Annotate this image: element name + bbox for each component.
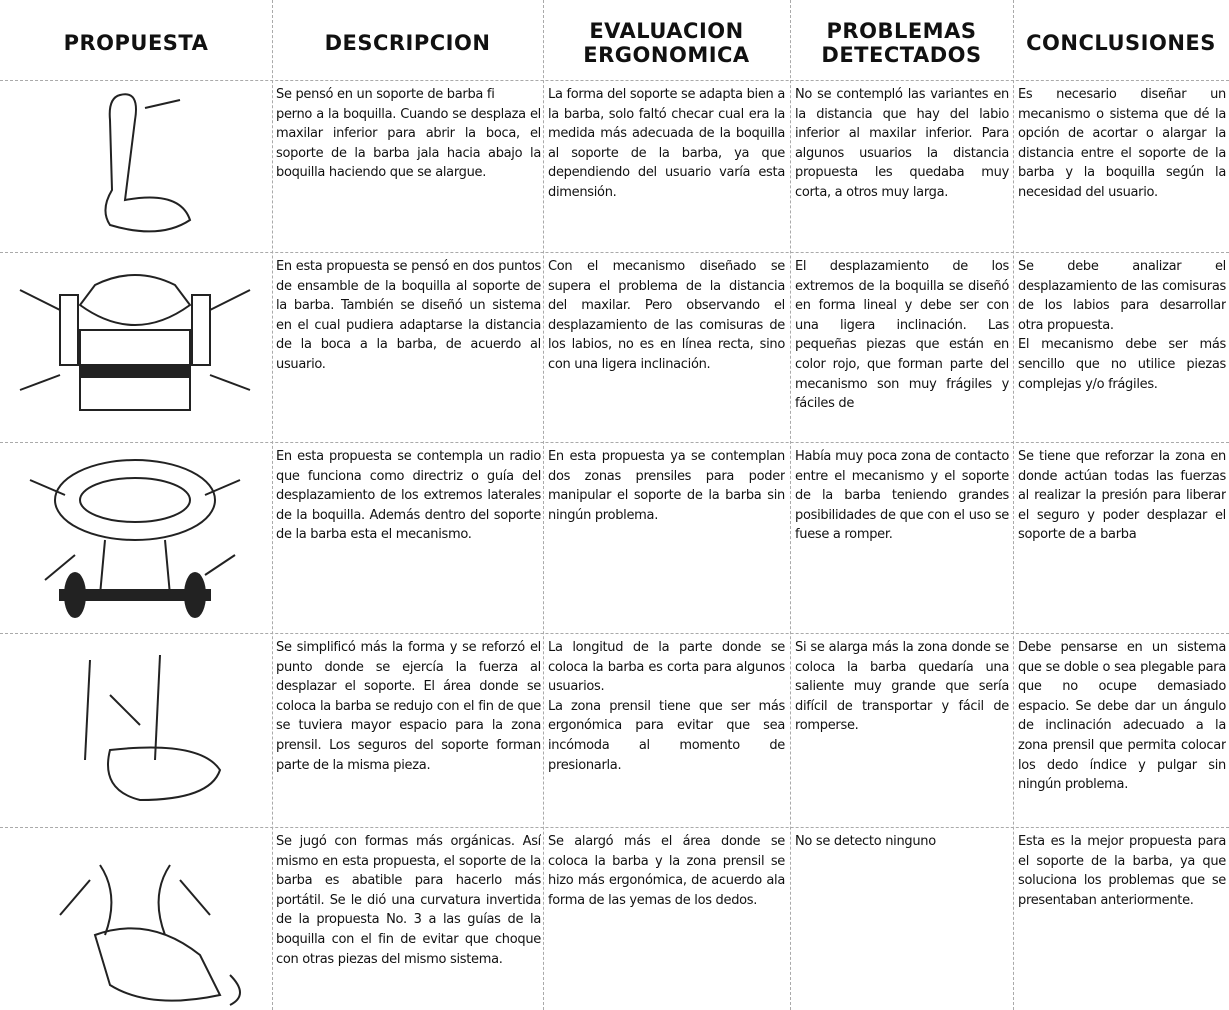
row-divider bbox=[0, 80, 1229, 81]
table-cell: La longitud de la parte donde se coloca … bbox=[548, 640, 785, 773]
table-cell: Si se alarga más la zona donde se coloca… bbox=[795, 640, 1009, 734]
table-cell: No se detecto ninguno bbox=[795, 834, 936, 849]
table-cell: En esta propuesta se contempla un radio … bbox=[276, 449, 541, 543]
column-divider bbox=[543, 0, 544, 1010]
table-cell: Se simplificó más la forma y se reforzó … bbox=[276, 640, 541, 773]
table-cell: Se pensó en un soporte de barba fi perno… bbox=[276, 87, 541, 181]
table-cell: Esta es la mejor propuesta para el sopor… bbox=[1018, 834, 1226, 908]
table-cell: No se contempló las variantes en la dist… bbox=[795, 87, 1009, 200]
column-header: PROBLEMAS DETECTADOS bbox=[821, 19, 982, 67]
table-cell: Se alargó más el área donde se coloca la… bbox=[548, 834, 785, 908]
row-divider bbox=[0, 442, 1229, 443]
column-divider bbox=[790, 0, 791, 1010]
table-cell: En esta propuesta se pensó en dos puntos… bbox=[276, 259, 541, 372]
column-header: DESCRIPCION bbox=[324, 31, 491, 55]
table-cell: Con el mecanismo diseñado se supera el p… bbox=[548, 259, 785, 372]
proposal-sketch bbox=[104, 93, 192, 233]
table-cell: Es necesario diseñar un mecanismo o sist… bbox=[1018, 87, 1226, 200]
proposal-sketch bbox=[19, 274, 251, 411]
row-divider bbox=[0, 252, 1229, 253]
column-divider bbox=[1013, 0, 1014, 1010]
column-divider bbox=[272, 0, 273, 1010]
table-cell: Se debe analizar el desplazamiento de la… bbox=[1018, 259, 1226, 392]
row-divider bbox=[0, 633, 1229, 634]
column-header: PROPUESTA bbox=[63, 31, 209, 55]
table-cell: El desplazamiento de los extremos de la … bbox=[795, 259, 1009, 412]
table-cell: La forma del soporte se adapta bien a la… bbox=[548, 87, 785, 200]
table-cell: Se jugó con formas más orgánicas. Así mi… bbox=[276, 834, 541, 967]
proposal-sketch bbox=[84, 654, 222, 802]
table-cell: Había muy poca zona de contacto entre el… bbox=[795, 449, 1009, 543]
column-header: EVALUACION ERGONOMICA bbox=[583, 19, 750, 67]
table-cell: En esta propuesta ya se contemplan dos z… bbox=[548, 449, 785, 523]
proposal-sketch bbox=[29, 459, 241, 618]
column-header: CONCLUSIONES bbox=[1026, 31, 1216, 55]
proposal-sketch bbox=[59, 864, 241, 1006]
table-cell: Se tiene que reforzar la zona en donde a… bbox=[1018, 449, 1226, 543]
row-divider bbox=[0, 827, 1229, 828]
table-cell: Debe pensarse en un sistema que se doble… bbox=[1018, 640, 1226, 793]
